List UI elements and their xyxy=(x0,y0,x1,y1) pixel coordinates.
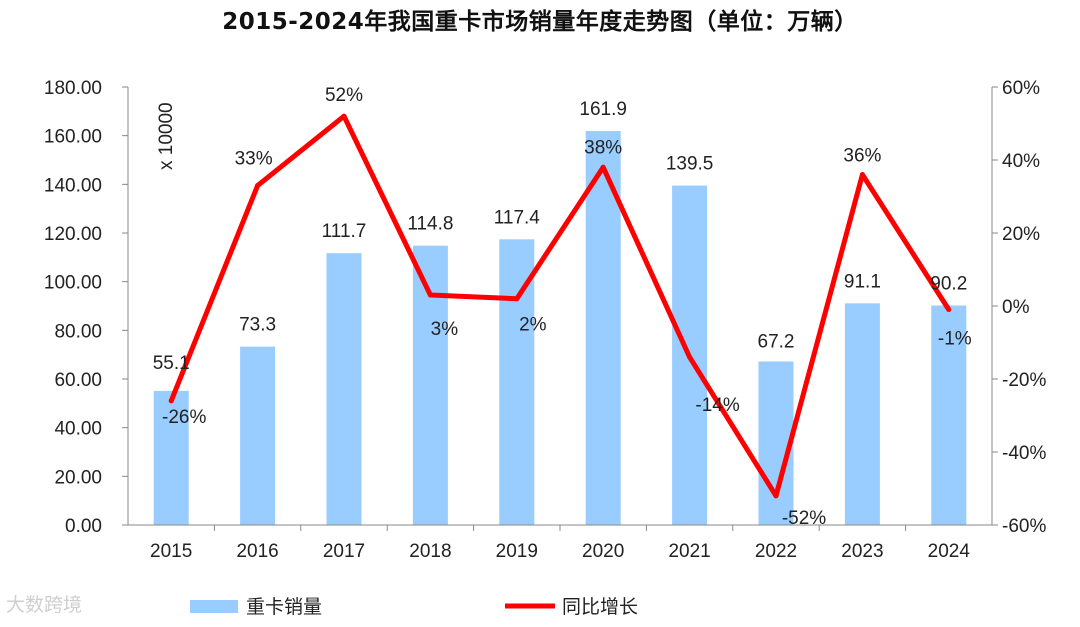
bar-2016 xyxy=(240,346,276,525)
legend: 重卡销量 同比增长 xyxy=(190,596,638,618)
left-tick-label: 0.00 xyxy=(65,516,102,537)
bar-value-label: 139.5 xyxy=(666,154,714,175)
left-axis-multiplier: x 10000 xyxy=(156,102,177,170)
right-tick-label: -60% xyxy=(1002,516,1046,537)
right-tick-label: 0% xyxy=(1002,297,1030,318)
growth-value-label: 33% xyxy=(235,149,273,170)
growth-value-label: -14% xyxy=(695,395,739,416)
bar-2017 xyxy=(326,253,362,526)
x-tick-label: 2024 xyxy=(928,541,971,562)
right-tick-label: -20% xyxy=(1002,370,1046,391)
bar-value-label: 90.2 xyxy=(930,274,967,295)
bar-value-label: 91.1 xyxy=(844,271,881,292)
growth-line xyxy=(168,113,951,499)
growth-point-2023 xyxy=(859,172,865,178)
growth-value-label: 36% xyxy=(843,146,881,167)
bar-value-label: 67.2 xyxy=(758,331,795,352)
left-tick-label: 140.00 xyxy=(44,175,102,196)
right-tick-label: -40% xyxy=(1002,443,1046,464)
left-tick-label: 160.00 xyxy=(44,127,102,148)
growth-value-label: 38% xyxy=(584,137,622,158)
growth-point-2016 xyxy=(255,183,261,189)
x-tick-label: 2023 xyxy=(841,541,883,562)
chart-title: 2015-2024年我国重卡市场销量年度走势图（单位：万辆） xyxy=(222,9,858,35)
growth-value-label: 52% xyxy=(325,85,363,106)
left-tick-label: 100.00 xyxy=(44,273,102,294)
left-tick-label: 60.00 xyxy=(54,370,102,391)
growth-value-label: -52% xyxy=(782,508,826,529)
left-tick-label: 80.00 xyxy=(54,321,102,342)
bar-2018 xyxy=(412,245,448,526)
growth-point-2024 xyxy=(946,307,952,313)
right-tick-label: 40% xyxy=(1002,151,1040,172)
right-tick-label: 20% xyxy=(1002,224,1040,245)
x-tick-label: 2022 xyxy=(755,541,797,562)
legend-bar-label: 重卡销量 xyxy=(246,596,322,618)
legend-line-label: 同比增长 xyxy=(562,596,638,618)
bar-value-label: 161.9 xyxy=(579,99,627,120)
bar-value-label: 73.3 xyxy=(239,315,276,336)
left-tick-label: 120.00 xyxy=(44,224,102,245)
growth-point-2018 xyxy=(427,292,433,298)
axes-layer: 0.00 20.00 40.00 60.00 80.00 100.00 120.00 140.… xyxy=(44,78,1047,562)
growth-point-2021 xyxy=(687,354,693,360)
bar-value-label: 117.4 xyxy=(494,207,541,228)
left-tick-label: 20.00 xyxy=(54,467,102,488)
x-tick-label: 2016 xyxy=(236,541,278,562)
bar-value-label: 55.1 xyxy=(153,353,190,374)
line-layer xyxy=(168,113,952,499)
x-tick-label: 2020 xyxy=(582,541,624,562)
x-tick-label: 2019 xyxy=(496,541,538,562)
growth-value-label: -26% xyxy=(162,407,206,428)
x-tick-label: 2017 xyxy=(323,541,365,562)
left-tick-label: 180.00 xyxy=(44,78,102,99)
growth-point-2022 xyxy=(773,493,779,499)
bar-value-label: 111.7 xyxy=(322,221,367,242)
right-tick-label: 60% xyxy=(1002,78,1040,99)
bar-2015 xyxy=(153,390,189,525)
growth-value-label: -1% xyxy=(938,329,972,350)
legend-bar-swatch xyxy=(190,600,238,613)
bar-2024 xyxy=(931,305,967,525)
x-tick-label: 2015 xyxy=(150,541,192,562)
watermark-text: 大数跨境 xyxy=(6,594,83,616)
bar-value-label: 114.8 xyxy=(407,214,453,235)
growth-point-2019 xyxy=(514,296,520,302)
bars-layer xyxy=(153,131,967,526)
labels-layer: 55.1 73.3 111.7 114.8 117.4 161.9 139.5 67.2 91.… xyxy=(153,85,972,529)
left-tick-label: 40.00 xyxy=(54,419,102,440)
growth-value-label: 3% xyxy=(431,319,459,340)
bar-2023 xyxy=(844,303,880,525)
growth-point-2020 xyxy=(600,164,606,170)
x-tick-label: 2021 xyxy=(668,541,710,562)
growth-point-2017 xyxy=(341,113,347,119)
growth-value-label: 2% xyxy=(519,315,547,336)
x-tick-label: 2018 xyxy=(409,541,451,562)
bar-2019 xyxy=(499,239,535,525)
growth-point-2015 xyxy=(168,398,174,404)
